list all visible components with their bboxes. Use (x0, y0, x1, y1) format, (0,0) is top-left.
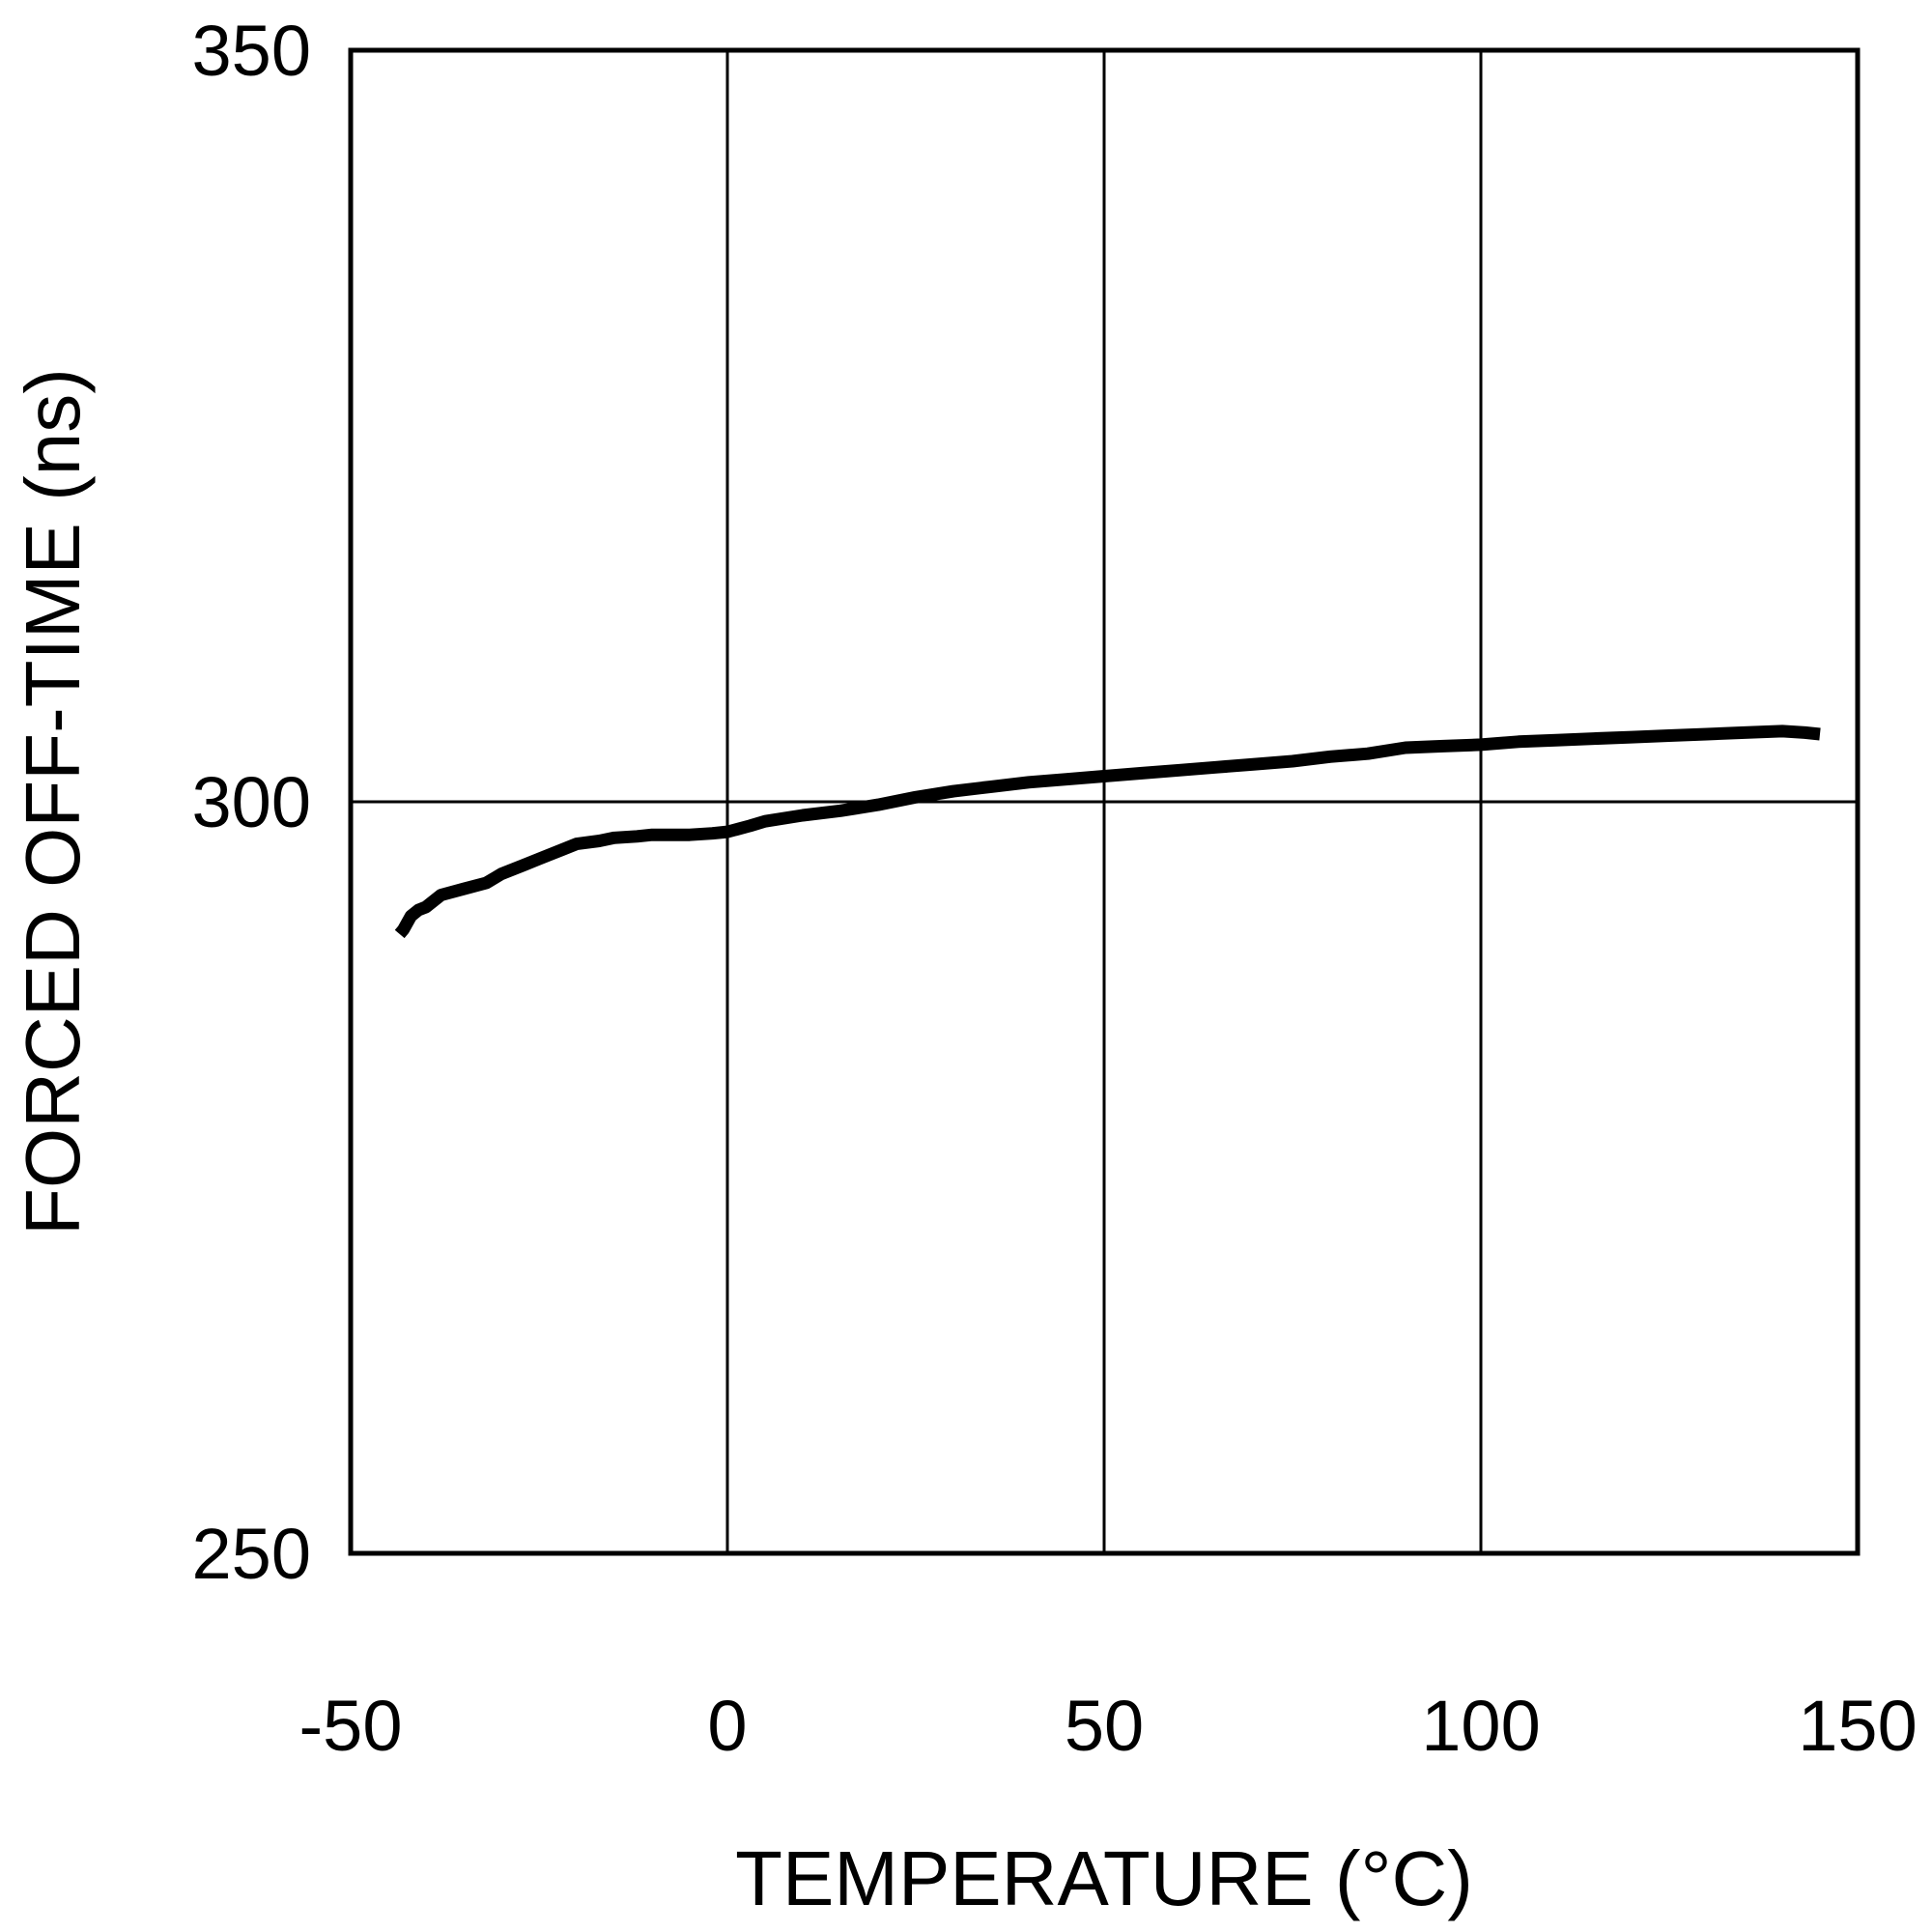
x-tick-label: 50 (1065, 1686, 1144, 1766)
series-line (394, 724, 1821, 939)
y-tick-label: 350 (192, 11, 311, 91)
grid-lines (351, 50, 1858, 1553)
x-tick-label: 100 (1421, 1686, 1540, 1766)
y-axis-label: FORCED OFF-TIME (ns) (10, 368, 96, 1236)
y-tick-label: 300 (192, 762, 311, 842)
series-layer (394, 724, 1821, 939)
plot-area-frame (348, 47, 1861, 1556)
y-tick-label: 250 (192, 1514, 311, 1594)
x-axis-label: TEMPERATURE (°C) (735, 1835, 1473, 1921)
y-tick-labels: 250 300 350 (192, 11, 311, 1594)
x-tick-label: 0 (707, 1686, 747, 1766)
x-tick-label: -50 (299, 1686, 403, 1766)
x-tick-label: 150 (1798, 1686, 1917, 1766)
x-tick-labels: -50 0 50 100 150 (299, 1686, 1918, 1766)
